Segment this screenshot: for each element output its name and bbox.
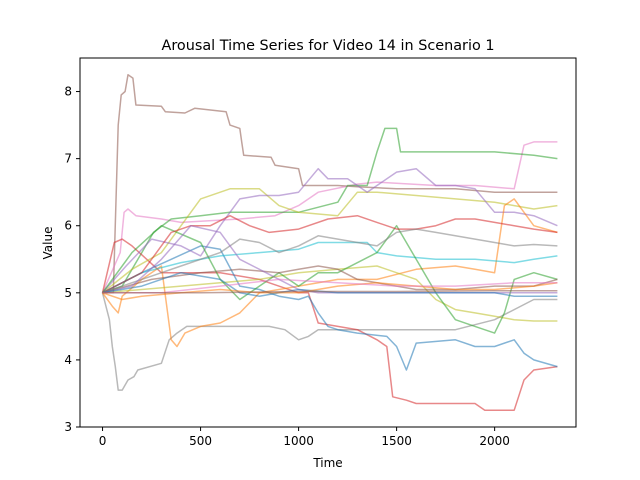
x-tick-label: 1500 xyxy=(381,434,412,448)
series-line-3 xyxy=(101,141,558,294)
y-tick-label: 6 xyxy=(64,219,72,233)
x-tick-label: 500 xyxy=(189,434,212,448)
x-tick-label: 2000 xyxy=(479,434,510,448)
y-tick-label: 8 xyxy=(64,85,72,99)
y-tick-label: 3 xyxy=(64,420,72,434)
y-tick-label: 4 xyxy=(64,353,72,367)
series-line-14 xyxy=(102,214,558,294)
series-line-7 xyxy=(102,188,558,294)
chart-title: Arousal Time Series for Video 14 in Scen… xyxy=(161,38,494,54)
series-line-20 xyxy=(102,290,558,294)
y-tick-label: 7 xyxy=(64,152,72,166)
series-line-18 xyxy=(102,282,558,301)
series-line-1 xyxy=(102,74,558,294)
series-line-8 xyxy=(101,167,558,294)
y-axis-ticks: 3 4 5 6 7 8 xyxy=(64,85,80,434)
series-layer xyxy=(101,74,558,411)
x-axis-ticks: 0 500 1000 1500 2000 xyxy=(99,427,510,448)
x-axis-label: Time xyxy=(312,456,342,470)
axes-frame xyxy=(79,57,577,428)
series-line-13 xyxy=(102,265,558,294)
series-line-12 xyxy=(101,224,558,334)
y-tick-label: 5 xyxy=(64,286,72,300)
series-line-15 xyxy=(102,228,558,294)
series-line-19 xyxy=(102,278,558,294)
x-tick-label: 0 xyxy=(99,434,107,448)
series-line-11 xyxy=(102,265,558,322)
series-line-6 xyxy=(102,245,558,371)
x-tick-label: 1000 xyxy=(283,434,314,448)
series-line-2 xyxy=(101,292,558,391)
y-axis-label: Value xyxy=(41,227,55,260)
